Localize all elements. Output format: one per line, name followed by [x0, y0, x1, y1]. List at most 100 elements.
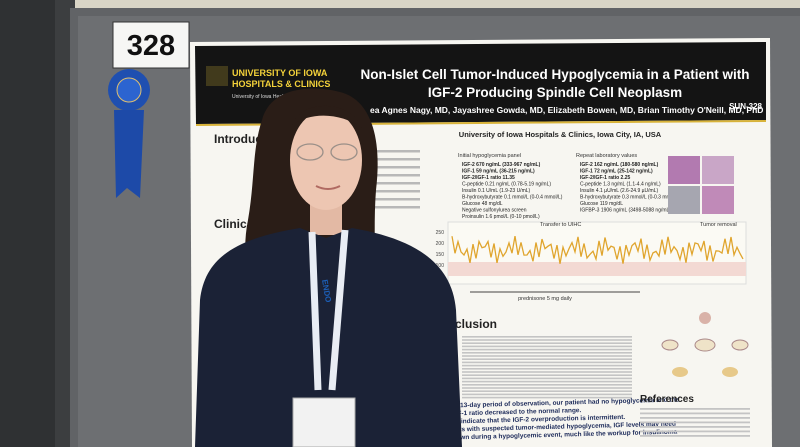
- bangs: [292, 105, 362, 128]
- logo-subline: University of Iowa Health Care: [232, 94, 300, 100]
- glucose-trace: [451, 235, 744, 264]
- chart-annotation: Tumor removal: [700, 222, 737, 228]
- repeat-panel: IGF-2 162 ng/mL (180-580 ng/mL)IGF-1 72 …: [580, 162, 681, 214]
- initial-panel: IGF-2 670 ng/mL (333-967 ng/mL)IGF-1 59 …: [462, 162, 563, 220]
- text-line: [462, 348, 632, 351]
- authors: ea Agnes Nagy, MD, Jayashree Gowda, MD, …: [370, 105, 763, 115]
- text-line: [362, 190, 420, 193]
- section-heading: Introduct: [214, 132, 266, 146]
- text-line: [462, 339, 632, 341]
- lab-value: B-hydroxybutyrate 0.3 mmol/L (0-0.3 mmol…: [580, 195, 681, 201]
- ribbon-tail: [114, 110, 144, 198]
- poster-title: IGF-2 Producing Spindle Cell Neoplasm: [428, 85, 682, 100]
- lab-value: Insulin 0.1 U/mL (1.9-23 U/mL): [462, 188, 531, 194]
- diagram-node: [661, 339, 679, 351]
- text-line: [462, 336, 632, 338]
- lanyard: [308, 229, 349, 391]
- axis-label: 250: [436, 230, 445, 236]
- affiliation: University of Iowa Hospitals & Clinics, …: [459, 130, 662, 139]
- text-line: [640, 421, 750, 424]
- axis-label: 200: [436, 241, 445, 247]
- text-line: [462, 380, 632, 383]
- text-line: [462, 358, 632, 360]
- lab-value: Proinsulin 1.6 pmol/L (0-10 pmol/L): [462, 214, 540, 220]
- text-line: [362, 150, 420, 153]
- lab-value: IGF-1 59 ng/mL (36-215 ng/mL): [462, 169, 535, 175]
- top: [195, 228, 462, 447]
- name-badge: [292, 397, 356, 447]
- logo-line: UNIVERSITY OF IOWA: [232, 68, 328, 78]
- panel-heading: Repeat laboratory values: [576, 153, 637, 159]
- diagram-node: [699, 312, 711, 324]
- text-line: [462, 374, 632, 376]
- section-heading: References: [640, 394, 694, 405]
- text-line: [462, 364, 632, 367]
- lab-value: C-peptide 0.21 ng/mL (0.78-5.19 ng/mL): [462, 182, 551, 188]
- ribbon-center: [116, 77, 142, 103]
- text-line: [362, 182, 420, 185]
- text-line: [640, 430, 750, 433]
- text-line: [640, 426, 750, 428]
- text-line: [462, 352, 632, 354]
- diagram-node: [694, 338, 716, 352]
- text-line: [362, 174, 420, 177]
- lab-value: IGF-2 162 ng/mL (180-580 ng/mL): [580, 162, 659, 168]
- glasses-lens: [330, 143, 358, 161]
- left-wall: [0, 0, 55, 447]
- histology-image: [702, 156, 734, 184]
- text-line: [362, 198, 420, 201]
- text-line: [462, 387, 632, 389]
- lab-value: IGFBP-3 1906 ng/mL (3498-5088 ng/mL): [580, 208, 671, 214]
- axis-label: 100: [436, 263, 445, 269]
- chart-annotation: Transfer to UIHC: [540, 222, 581, 228]
- diagram-node: [731, 339, 749, 351]
- text-line: [362, 206, 420, 209]
- text-line: [462, 371, 632, 373]
- glasses-lens: [296, 143, 324, 161]
- conclusion-line: IGF-2/IGF-1 ratio decreased to the norma…: [432, 407, 581, 418]
- lanyard-text: ENDO: [320, 279, 333, 303]
- number-card: [112, 21, 190, 69]
- lab-value: Glucose 119 mg/dL: [580, 201, 623, 207]
- lab-value: Insulin 4.1 µU/mL (2.6-24.9 µU/mL): [580, 188, 658, 194]
- hypoglycemia-band: [448, 262, 746, 276]
- text-line: [462, 361, 632, 364]
- poster-title: Non-Islet Cell Tumor-Induced Hypoglycemi…: [360, 67, 749, 82]
- text-line: [462, 390, 632, 392]
- diagram-node: [672, 367, 688, 377]
- body-text-lines: [362, 150, 632, 399]
- text-line: [462, 345, 632, 348]
- text-line: [462, 393, 632, 396]
- diagram-node: [722, 367, 738, 377]
- text-line: [362, 166, 420, 169]
- logo-line: HOSPITALS & CLINICS: [232, 79, 330, 89]
- lab-value: IGF-2/IGF-1 ratio 2.25: [580, 175, 631, 181]
- lab-value: Negative sulfonylurea screen: [462, 208, 527, 214]
- text-line: [462, 377, 632, 380]
- lab-value: B-hydroxybutyrate 0.1 mmol/L (0-0.4 mmol…: [462, 195, 563, 201]
- lab-value: IGF-2/IGF-1 ratio 11.35: [462, 175, 515, 181]
- lab-value: IGF-1 72 ng/mL (25-142 ng/mL): [580, 169, 653, 175]
- face: [290, 110, 362, 210]
- section-heading: Clinical: [214, 217, 257, 231]
- chart-annotation: prednisone 5 mg daily: [518, 296, 572, 302]
- text-line: [362, 158, 420, 161]
- text-line: [640, 417, 750, 419]
- text-line: [462, 355, 632, 357]
- text-line: [462, 368, 632, 370]
- panel-heading: Initial hypoglycemia panel: [458, 153, 521, 159]
- poster-id: SUN-328: [729, 102, 762, 111]
- histology-image: [702, 186, 734, 214]
- text-line: [462, 396, 632, 399]
- pathway-diagram: [661, 312, 749, 377]
- logo-mark: [206, 66, 228, 86]
- histology-image: [668, 186, 700, 214]
- mouth: [315, 185, 341, 190]
- histology-image: [668, 156, 700, 184]
- text-line: [462, 384, 632, 386]
- person: ENDO: [195, 88, 462, 447]
- text-line: [640, 435, 750, 437]
- lab-value: IGF-2 670 ng/mL (333-967 ng/mL): [462, 162, 541, 168]
- text-line: [640, 412, 750, 415]
